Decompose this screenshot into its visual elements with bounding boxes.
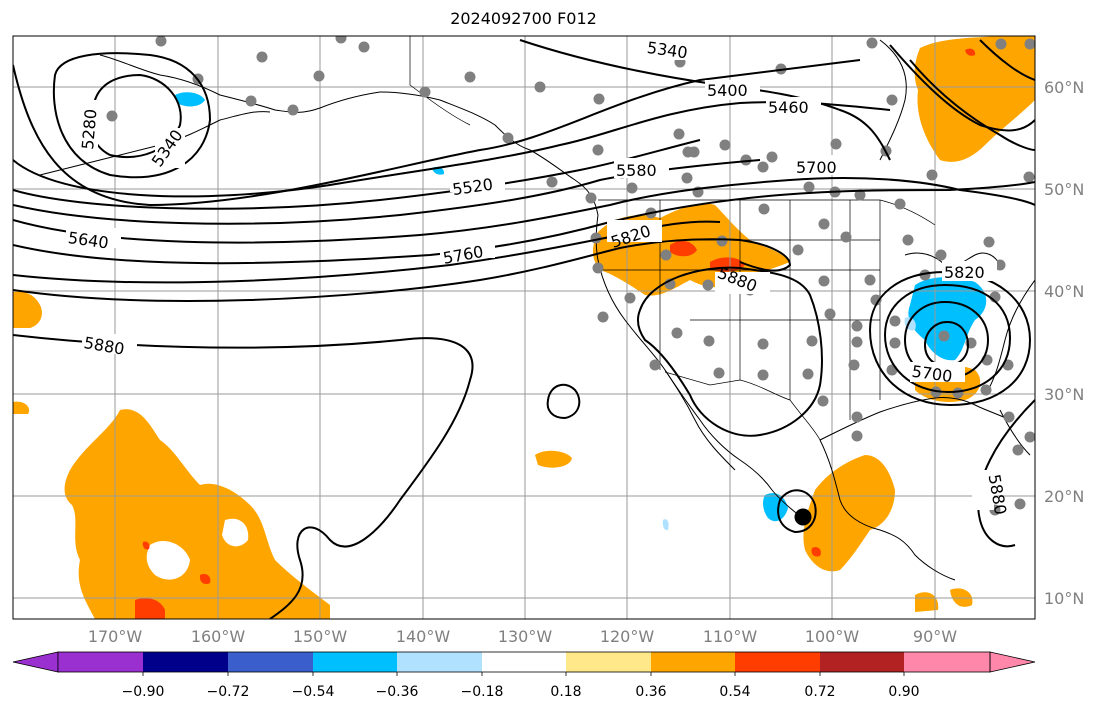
colorbar-swatch bbox=[397, 652, 482, 672]
colorbar: −0.90 −0.72 −0.54 −0.36 −0.18 0.18 0.36 … bbox=[12, 651, 1036, 700]
colorbar-swatch bbox=[313, 652, 397, 672]
fill-red-mexico bbox=[811, 547, 821, 557]
colorbar-swatch bbox=[904, 652, 990, 672]
east-coast-us bbox=[984, 279, 1035, 396]
lon-label-140w: 140°W bbox=[396, 627, 451, 646]
colorbar-swatch bbox=[482, 652, 566, 672]
contour-low-outer bbox=[868, 270, 1032, 407]
colorbar-tick: 0.90 bbox=[888, 684, 919, 700]
contour-5880-ring bbox=[546, 383, 581, 420]
colorbar-extend-low bbox=[12, 651, 59, 673]
fill-orange-mexico bbox=[803, 455, 895, 572]
fill-cyan-alaska bbox=[175, 92, 205, 107]
mexico-east-coast bbox=[819, 439, 956, 581]
contour-5700 bbox=[13, 181, 1035, 265]
baja bbox=[664, 369, 736, 471]
colorbar-tick: −0.54 bbox=[292, 684, 335, 700]
colorbar-tick: −0.72 bbox=[207, 684, 250, 700]
colorbar-extend-high bbox=[989, 651, 1036, 673]
colorbar-tick: −0.36 bbox=[376, 684, 419, 700]
contour-label-5700: 5700 bbox=[796, 158, 837, 177]
map-panel: 5340 5400 5460 5280 5340 5520 5580 5700 … bbox=[13, 36, 1035, 619]
colorbar-swatch bbox=[58, 652, 143, 672]
contour-label-5400: 5400 bbox=[707, 81, 748, 100]
contour-ne-canada-3 bbox=[979, 39, 1035, 81]
contour-label-5820-east: 5820 bbox=[944, 263, 985, 282]
map-title: 2024092700 F012 bbox=[450, 9, 597, 28]
contour-5880-west bbox=[13, 334, 474, 619]
contour-label-5280: 5280 bbox=[78, 108, 100, 150]
fill-orange-canada-ne bbox=[914, 36, 1035, 162]
contour-5340 bbox=[13, 59, 861, 207]
colorbar-tick: −0.18 bbox=[461, 684, 504, 700]
fill-orange-west-edge-2 bbox=[13, 401, 30, 414]
lat-label-30n: 30°N bbox=[1044, 385, 1084, 404]
contour-5880-mexico bbox=[777, 489, 817, 534]
fill-orange-west-edge bbox=[13, 291, 42, 328]
colorbar-swatch bbox=[143, 652, 228, 672]
lat-label-20n: 20°N bbox=[1044, 487, 1084, 506]
fill-white-hole-1 bbox=[146, 540, 190, 580]
contour-label-5580: 5580 bbox=[616, 161, 657, 180]
latitude-axis: 60°N 50°N 40°N 30°N 20°N 10°N bbox=[1044, 78, 1084, 608]
colorbar-swatch bbox=[820, 652, 904, 672]
colorbar-swatch bbox=[566, 652, 651, 672]
fill-red-canada-ne bbox=[965, 48, 976, 56]
lon-label-170w: 170°W bbox=[88, 627, 143, 646]
alaska-canada-border bbox=[409, 36, 471, 126]
colorbar-tick: 0.18 bbox=[550, 684, 581, 700]
contour-ne-canada bbox=[889, 44, 1035, 132]
colorbar-tick: 0.72 bbox=[804, 684, 835, 700]
colorbar-swatch bbox=[735, 652, 820, 672]
lon-label-120w: 120°W bbox=[600, 627, 655, 646]
contour-low-mid bbox=[883, 283, 1012, 394]
fill-red-pacific-1 bbox=[135, 598, 165, 619]
fill-red-pacific-2 bbox=[199, 573, 211, 585]
lon-label-130w: 130°W bbox=[498, 627, 553, 646]
contour-5340-low bbox=[52, 52, 212, 179]
contour-label-5460: 5460 bbox=[768, 98, 809, 117]
lat-label-40n: 40°N bbox=[1044, 282, 1084, 301]
colorbar-tick: −0.90 bbox=[122, 684, 165, 700]
lon-label-90w: 90°W bbox=[913, 627, 957, 646]
colorbar-swatch bbox=[651, 652, 735, 672]
contour-5640 bbox=[13, 177, 1035, 244]
fill-orange-pacific-sw bbox=[64, 409, 331, 619]
lat-label-10n: 10°N bbox=[1044, 589, 1084, 608]
fill-orange-small-1 bbox=[535, 450, 572, 468]
lon-label-150w: 150°W bbox=[293, 627, 348, 646]
lat-label-60n: 60°N bbox=[1044, 78, 1084, 97]
fill-red-pacific-3 bbox=[142, 541, 150, 550]
contour-5880-us bbox=[636, 266, 823, 437]
lon-label-110w: 110°W bbox=[703, 627, 758, 646]
colorbar-frame bbox=[57, 651, 991, 673]
fill-lightblue-pac bbox=[662, 519, 669, 531]
contour-5820 bbox=[13, 238, 792, 302]
graticule bbox=[13, 36, 1035, 619]
colorbar-swatch bbox=[228, 652, 313, 672]
tropical-cyclone-marker bbox=[794, 508, 812, 526]
longitude-axis: 170°W 160°W 150°W 140°W 130°W 120°W 110°… bbox=[88, 627, 957, 646]
map-frame bbox=[12, 35, 1036, 620]
lon-label-100w: 100°W bbox=[805, 627, 860, 646]
florida bbox=[999, 409, 1031, 456]
fill-cyan-se-us bbox=[908, 277, 987, 361]
fill-orange-caribbean bbox=[915, 592, 939, 612]
hudson-bay bbox=[879, 39, 907, 161]
contour-labels: 5340 5400 5460 5280 5340 5520 5580 5700 … bbox=[66, 38, 1010, 516]
colorbar-tick: 0.36 bbox=[635, 684, 666, 700]
lat-label-50n: 50°N bbox=[1044, 180, 1084, 199]
fill-red-west-us-1 bbox=[670, 240, 697, 257]
contour-ne-canada-2 bbox=[909, 59, 1035, 151]
colorbar-tick: 0.54 bbox=[719, 684, 750, 700]
fill-white-hole-2 bbox=[222, 518, 249, 547]
lon-label-160w: 160°W bbox=[191, 627, 246, 646]
